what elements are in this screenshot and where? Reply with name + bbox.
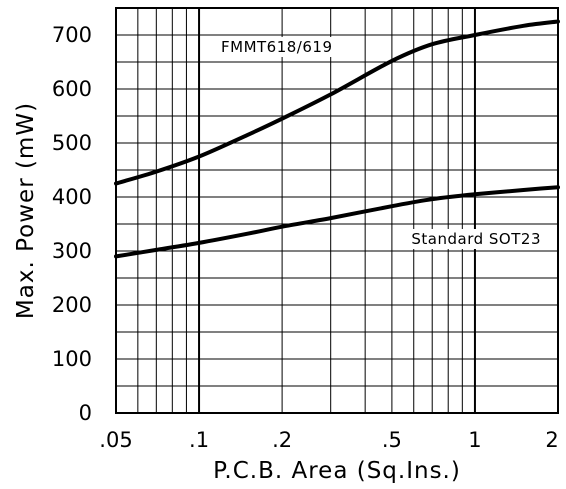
y-tick-label: 100 (52, 347, 92, 371)
y-tick-label: 500 (52, 131, 92, 155)
series-line-1 (114, 185, 560, 259)
x-tick-label: 1 (468, 428, 481, 452)
y-tick-label: 600 (52, 77, 92, 101)
x-tick-label: 2 (545, 428, 558, 452)
series-label-bg (397, 229, 545, 249)
y-tick-label: 400 (52, 185, 92, 209)
y-tick-label: 200 (52, 293, 92, 317)
plot-frame (115, 7, 559, 414)
series-line-0 (114, 19, 560, 186)
series-label-bg (217, 37, 335, 57)
grid (116, 8, 558, 413)
y-axis-title: Max. Power (mW) (13, 102, 39, 319)
y-tick-label: 300 (52, 239, 92, 263)
tick-labels: 0 100 200 300 400 500 600 700 .05 .1 .2 .5 1 2 (52, 23, 559, 452)
series-label-0: FMMT618/619 (221, 38, 333, 56)
y-tick-label: 0 (79, 401, 92, 425)
x-tick-label: .5 (382, 428, 402, 452)
x-tick-label: .2 (272, 428, 292, 452)
x-tick-label: .1 (189, 428, 209, 452)
x-tick-label: .05 (99, 428, 132, 452)
x-axis-title: P.C.B. Area (Sq.Ins.) (213, 458, 461, 484)
y-tick-label: 700 (52, 23, 92, 47)
series-lines: FMMT618/619 Standard SOT23 (114, 19, 560, 259)
series-label-1: Standard SOT23 (411, 230, 541, 248)
